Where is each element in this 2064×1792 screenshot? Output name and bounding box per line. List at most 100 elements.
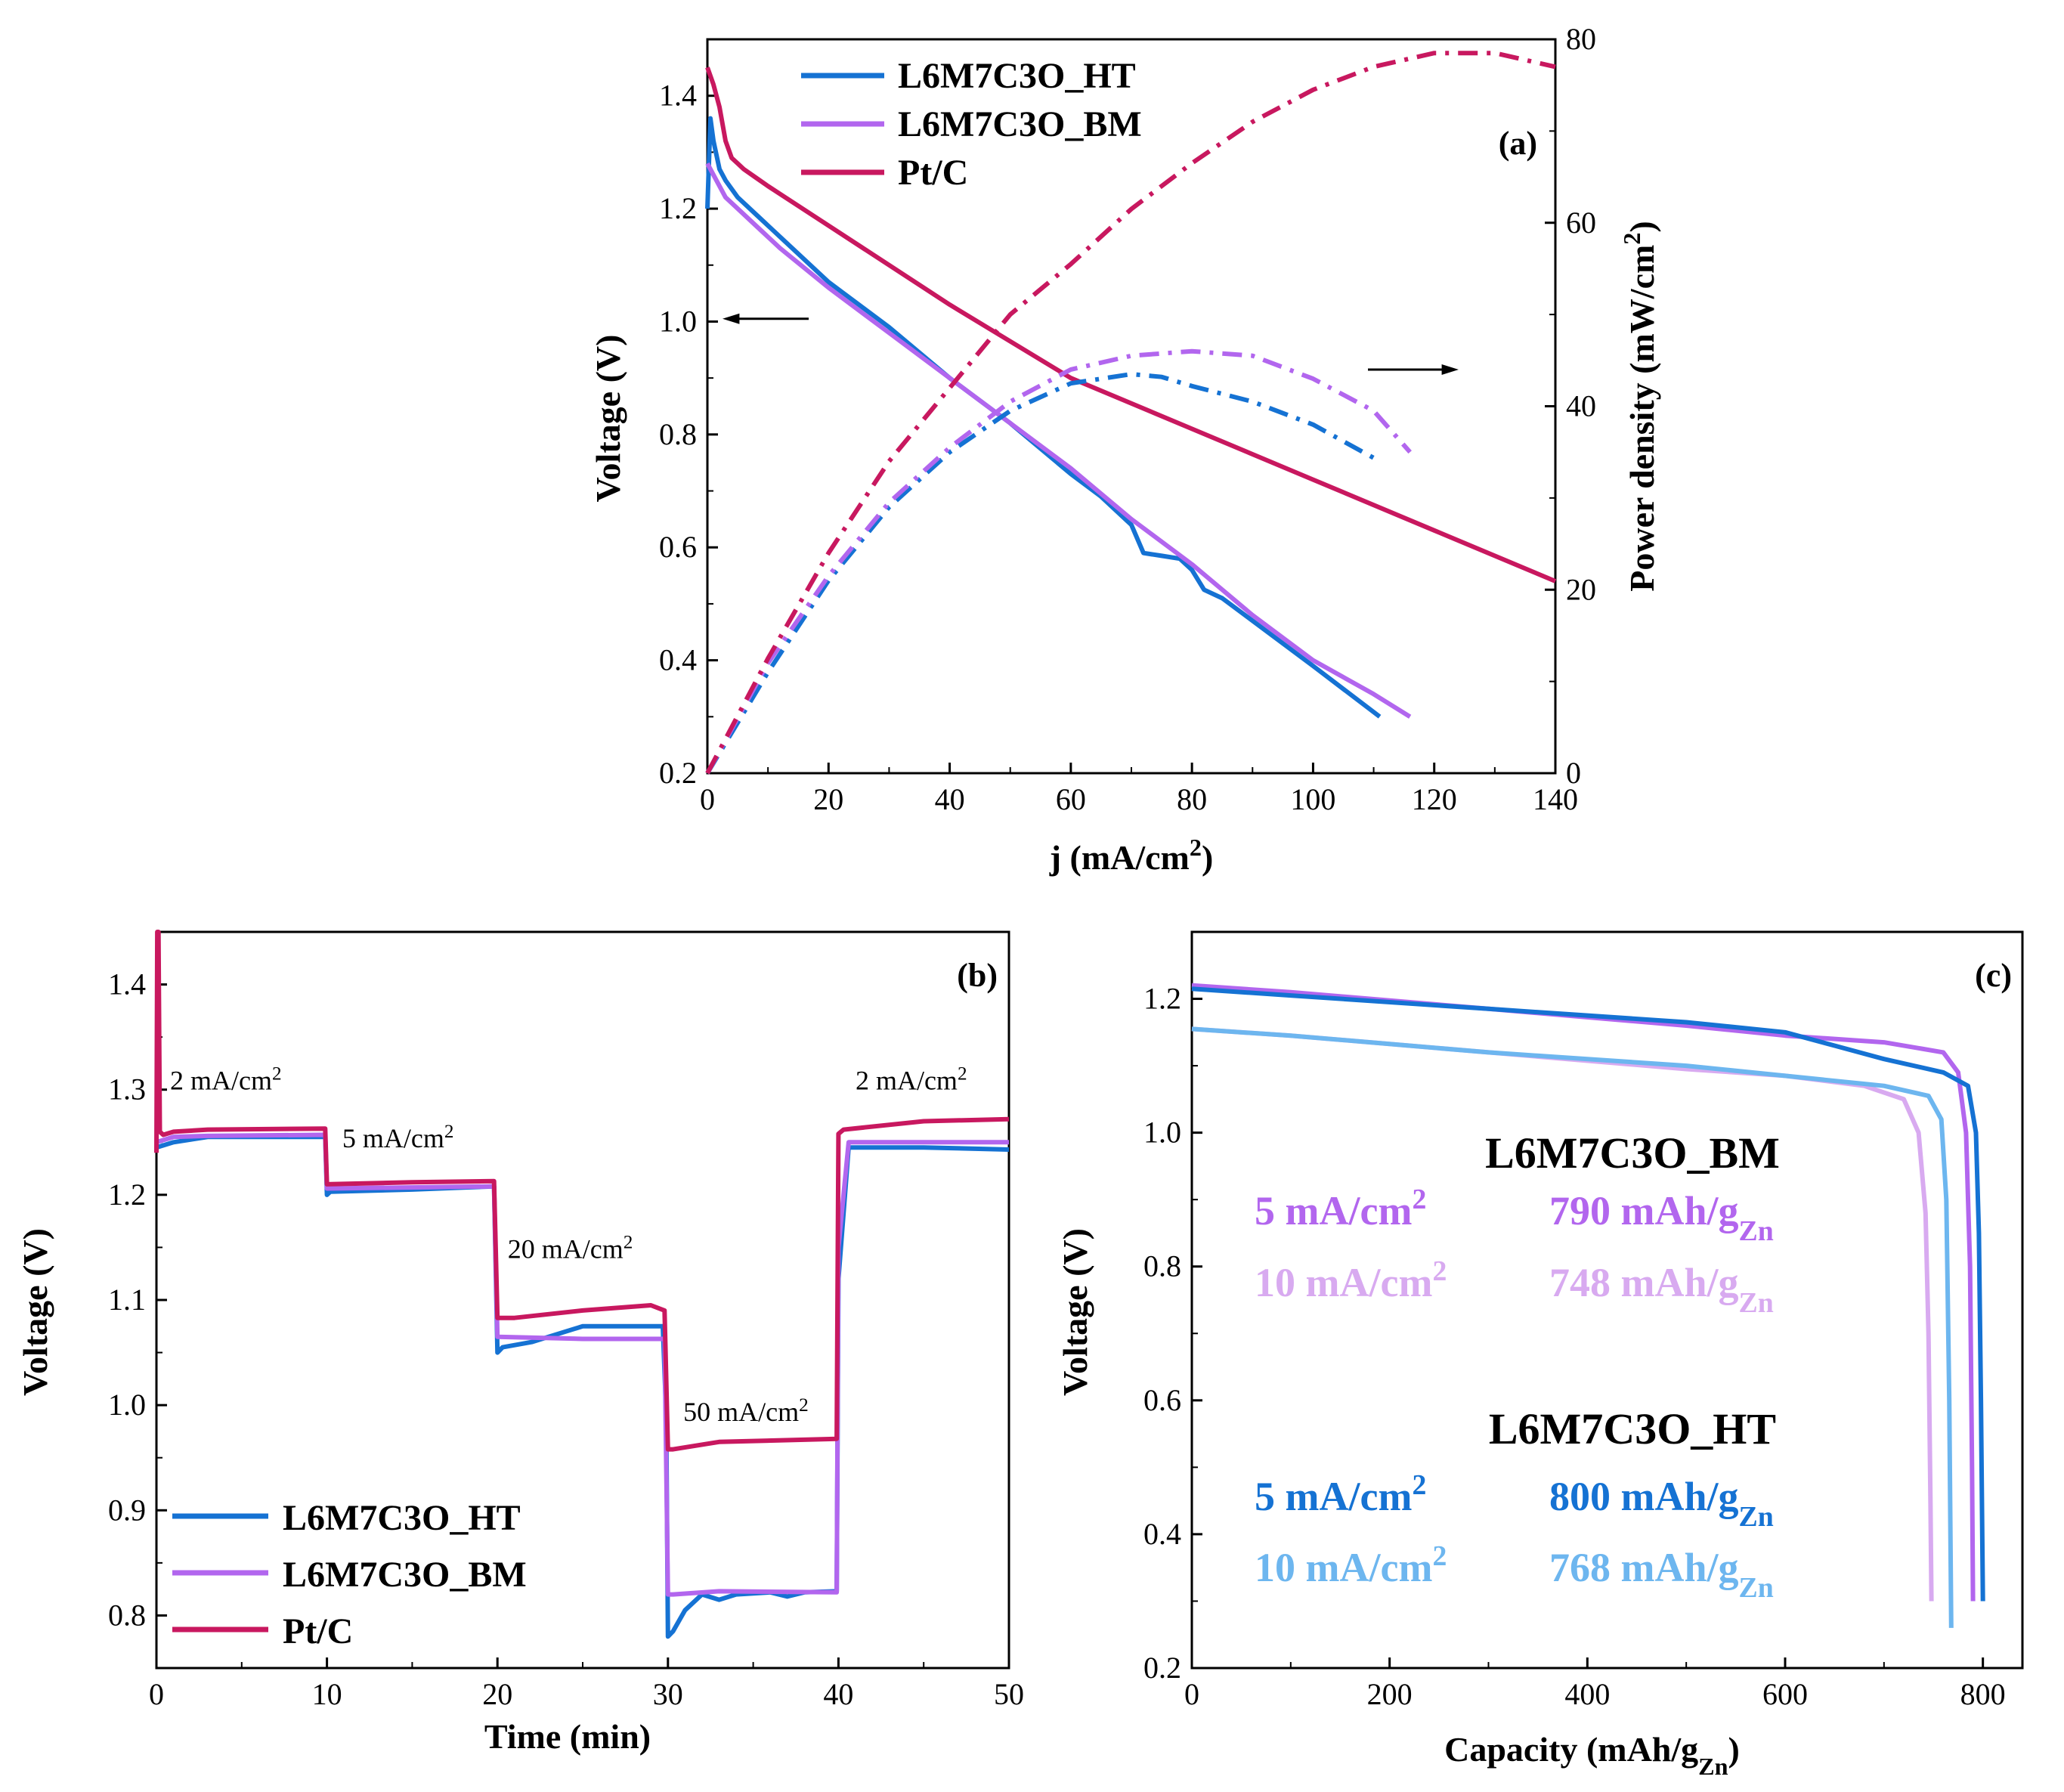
- y2-axis-label-base: Power density (mW/cm: [1623, 245, 1661, 592]
- x-tick-label: 80: [1177, 782, 1207, 816]
- y-tick-label: 1.2: [108, 1178, 146, 1212]
- y2-tick-label: 0: [1566, 756, 1581, 790]
- x-axis-label-end: ): [1728, 1730, 1740, 1769]
- rate-label-sup: 2: [1412, 1469, 1426, 1501]
- rate-label-sup: 2: [1432, 1540, 1447, 1572]
- y2-tick-label: 80: [1566, 22, 1596, 56]
- current-density-label: 2 mA/cm2: [856, 1063, 967, 1096]
- current-density-label-sup: 2: [272, 1063, 282, 1084]
- y-tick-label: 1.2: [659, 191, 697, 225]
- legend-label: Pt/C: [283, 1611, 353, 1651]
- y-tick-label: 0.9: [108, 1493, 146, 1527]
- x-tick-label: 40: [823, 1677, 853, 1711]
- y-tick-label: 0.6: [1143, 1383, 1181, 1417]
- series-line-pt-c-power: [705, 51, 1556, 775]
- current-density-label: 2 mA/cm2: [170, 1063, 282, 1096]
- y-tick-label: 1.1: [108, 1283, 146, 1317]
- plot-frame: [706, 38, 1557, 775]
- y2-axis-label-end: ): [1623, 221, 1661, 232]
- x-tick-label: 400: [1564, 1677, 1610, 1711]
- rate-label-base: 10 mA/cm: [1255, 1545, 1432, 1590]
- y2-tick-label: 40: [1566, 389, 1596, 423]
- x-tick-label: 140: [1533, 782, 1578, 816]
- capacity-label-sub: Zn: [1739, 1501, 1774, 1533]
- y-axis-label: Voltage (V): [16, 1228, 54, 1396]
- y-tick-label: 0.8: [108, 1598, 146, 1632]
- capacity-label: 800 mAh/gZn: [1549, 1474, 1774, 1533]
- panel-a-chart: 0 20 40 60 80 100 120 140 0.2 0.4 0.6 0.8 1.0 1.2 1.4 0…: [589, 22, 1661, 877]
- group-title: L6M7C3O_HT: [1489, 1404, 1776, 1453]
- series-line-l6m7c3o-ht-voltage: [705, 116, 1382, 719]
- capacity-label-sub: Zn: [1739, 1287, 1774, 1319]
- x-tick-label: 40: [935, 782, 965, 816]
- y2-axis-label: Power density (mW/cm2): [1618, 221, 1661, 591]
- x-tick-label: 10: [312, 1677, 342, 1711]
- y-tick-label: 0.8: [659, 417, 697, 451]
- current-density-label-base: 50 mA/cm: [683, 1397, 799, 1427]
- y2-tick-label: 20: [1566, 572, 1596, 606]
- x-axis-label-end: ): [1202, 838, 1213, 877]
- capacity-label-base: 790 mAh/g: [1549, 1188, 1739, 1233]
- left-arrow-head: [723, 313, 740, 324]
- current-density-label-sup: 2: [624, 1232, 633, 1252]
- x-tick-label: 0: [1184, 1677, 1199, 1711]
- y2-axis-label-sup: 2: [1618, 233, 1645, 245]
- current-density-label-sup: 2: [958, 1063, 967, 1084]
- x-tick-label: 100: [1290, 782, 1335, 816]
- rate-label: 5 mA/cm2: [1255, 1184, 1426, 1233]
- rate-label-base: 5 mA/cm: [1255, 1188, 1412, 1233]
- panel-c-chart: 0 200 400 600 800 0.2 0.4 0.6 0.8 1.0 1.2 L6M7C3O_B…: [1056, 930, 2024, 1780]
- x-tick-label: 20: [482, 1677, 512, 1711]
- capacity-label: 790 mAh/gZn: [1549, 1188, 1774, 1247]
- y-tick-label: 0.2: [1143, 1651, 1181, 1685]
- x-axis-label-sub: Zn: [1698, 1753, 1728, 1780]
- right-arrow-head: [1441, 364, 1459, 375]
- x-axis-label-base: j (mA/cm: [1049, 838, 1190, 877]
- rate-label: 10 mA/cm2: [1255, 1540, 1447, 1590]
- y-tick-label: 0.2: [659, 756, 697, 790]
- series-line-l6m7c3o-ht-5-ma-cm2: [1191, 986, 1985, 1602]
- x-axis-label: Time (min): [484, 1717, 651, 1756]
- y-axis-label: Voltage (V): [1056, 1228, 1094, 1396]
- current-density-label: 5 mA/cm2: [342, 1122, 454, 1154]
- y-tick-label: 0.4: [1143, 1517, 1181, 1551]
- y-tick-label: 0.4: [659, 643, 697, 677]
- group-title: L6M7C3O_BM: [1485, 1128, 1780, 1178]
- series-line-l6m7c3o-bm-power: [705, 348, 1412, 775]
- x-tick-label: 50: [994, 1677, 1024, 1711]
- x-axis-label-sup: 2: [1190, 834, 1202, 861]
- rate-label-base: 5 mA/cm: [1255, 1474, 1412, 1519]
- y-tick-label: 1.3: [108, 1072, 146, 1106]
- series-line-pt-c-voltage: [705, 67, 1557, 583]
- y-tick-label: 1.4: [659, 79, 697, 113]
- current-density-label-base: 2 mA/cm: [856, 1066, 958, 1096]
- legend: L6M7C3O_HT L6M7C3O_BM Pt/C: [801, 56, 1142, 193]
- x-tick-label: 60: [1056, 782, 1086, 816]
- x-tick-label: 800: [1960, 1677, 2006, 1711]
- series-line-l6m7c3o-bm-voltage: [705, 162, 1412, 719]
- y-tick-label: 0.6: [659, 530, 697, 564]
- x-axis-label: Capacity (mAh/gZn): [1444, 1730, 1740, 1780]
- legend-label: Pt/C: [898, 153, 968, 193]
- current-density-label-base: 5 mA/cm: [342, 1123, 444, 1153]
- y-tick-label: 1.0: [1143, 1116, 1181, 1150]
- capacity-label-base: 800 mAh/g: [1549, 1474, 1739, 1519]
- legend-label: L6M7C3O_HT: [898, 56, 1136, 96]
- x-tick-label: 20: [813, 782, 843, 816]
- rate-label-sup: 2: [1412, 1184, 1426, 1215]
- current-density-label: 50 mA/cm2: [683, 1395, 809, 1428]
- capacity-label-base: 748 mAh/g: [1549, 1260, 1739, 1305]
- current-density-label-sup: 2: [444, 1122, 454, 1142]
- x-axis-label-base: Capacity (mAh/g: [1444, 1730, 1698, 1769]
- capacity-label-sub: Zn: [1739, 1572, 1774, 1604]
- x-axis-label: j (mA/cm2): [1049, 834, 1214, 877]
- current-density-label: 20 mA/cm2: [508, 1232, 633, 1264]
- legend-label: L6M7C3O_BM: [283, 1555, 527, 1595]
- series-line-l6m7c3o-ht-10-ma-cm2: [1191, 1026, 1954, 1628]
- y-tick-label: 1.0: [108, 1388, 146, 1422]
- legend-label: L6M7C3O_HT: [283, 1498, 521, 1538]
- y-axis-label: Voltage (V): [589, 335, 627, 503]
- panel-label: (a): [1499, 125, 1537, 162]
- y2-tick-label: 60: [1566, 206, 1596, 240]
